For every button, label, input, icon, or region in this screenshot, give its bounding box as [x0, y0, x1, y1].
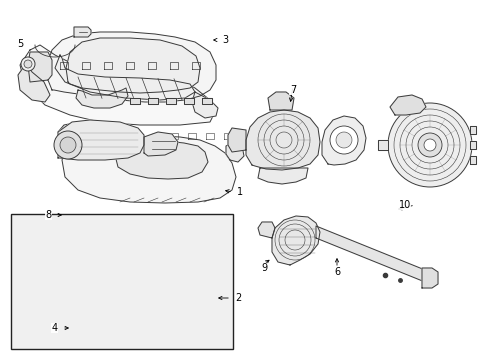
Polygon shape [227, 128, 245, 152]
Circle shape [423, 139, 435, 151]
Text: 5: 5 [17, 39, 23, 49]
Polygon shape [225, 142, 244, 162]
Text: 3: 3 [222, 35, 228, 45]
Polygon shape [62, 136, 236, 203]
Polygon shape [76, 88, 128, 108]
Polygon shape [18, 62, 50, 102]
Circle shape [24, 60, 32, 68]
Polygon shape [58, 120, 143, 160]
Polygon shape [469, 126, 475, 134]
Polygon shape [389, 95, 425, 115]
Polygon shape [58, 123, 82, 145]
Bar [11, 214, 233, 349]
Polygon shape [258, 168, 307, 184]
Polygon shape [183, 98, 194, 104]
Polygon shape [377, 140, 387, 150]
Circle shape [387, 103, 471, 187]
Circle shape [417, 133, 441, 157]
Polygon shape [165, 98, 176, 104]
Text: 2: 2 [235, 293, 241, 303]
Polygon shape [245, 110, 319, 170]
Polygon shape [20, 45, 215, 125]
Text: 10: 10 [398, 200, 410, 210]
Polygon shape [192, 92, 218, 118]
Text: 9: 9 [261, 263, 266, 273]
Circle shape [60, 137, 76, 153]
Polygon shape [28, 52, 52, 82]
Polygon shape [115, 141, 207, 179]
Polygon shape [148, 98, 158, 104]
Text: 1: 1 [237, 187, 243, 197]
Polygon shape [55, 55, 195, 100]
Polygon shape [258, 222, 274, 238]
Circle shape [335, 132, 351, 148]
Polygon shape [321, 116, 365, 165]
Polygon shape [202, 98, 212, 104]
Polygon shape [267, 92, 293, 110]
Circle shape [21, 57, 35, 71]
Polygon shape [48, 32, 216, 102]
Polygon shape [66, 38, 200, 93]
Polygon shape [421, 268, 437, 288]
Polygon shape [315, 226, 429, 284]
Polygon shape [271, 216, 319, 265]
Text: 8: 8 [46, 210, 52, 220]
Text: 6: 6 [333, 267, 339, 277]
Text: 4: 4 [52, 323, 58, 333]
Polygon shape [143, 132, 178, 156]
Polygon shape [469, 156, 475, 164]
Polygon shape [130, 98, 140, 104]
Circle shape [329, 126, 357, 154]
Polygon shape [74, 27, 91, 37]
Text: 7: 7 [289, 85, 296, 95]
Circle shape [54, 131, 82, 159]
Polygon shape [469, 141, 475, 149]
